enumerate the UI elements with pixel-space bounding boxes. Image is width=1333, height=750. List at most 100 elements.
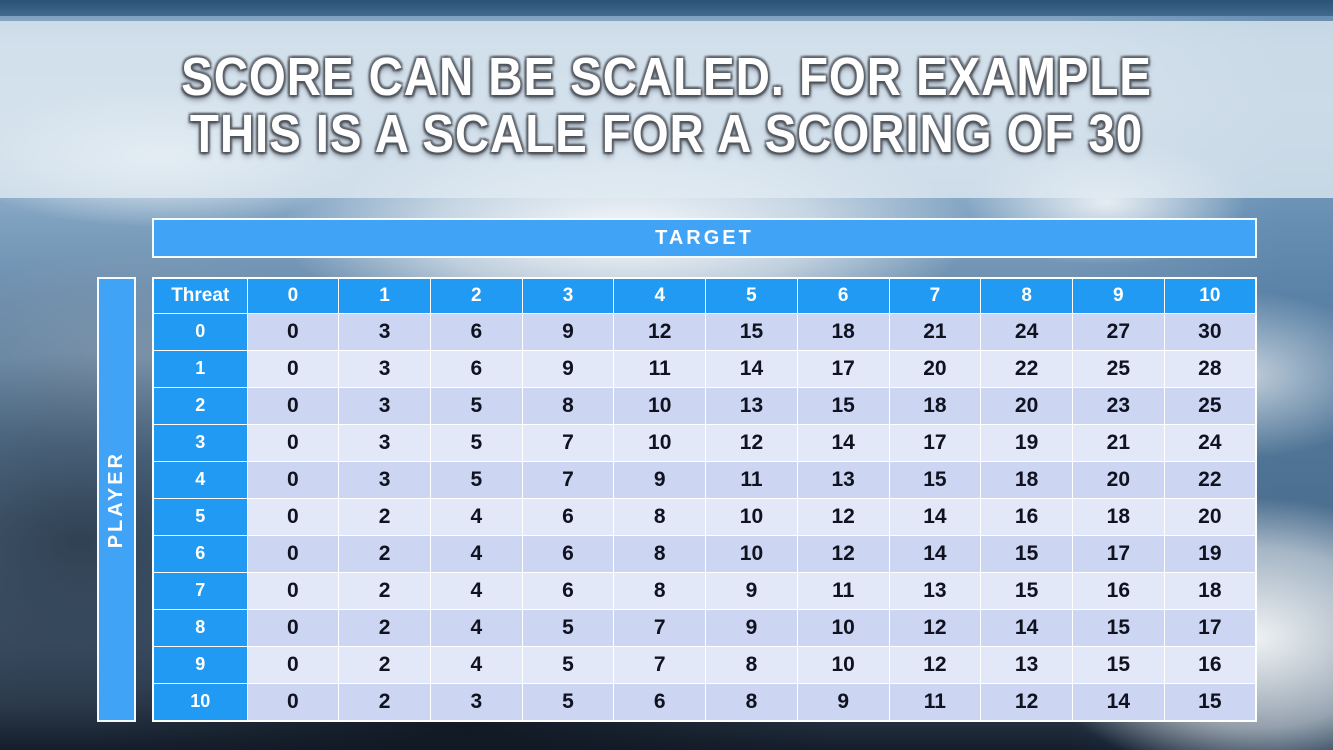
score-cell: 21 <box>888 312 982 351</box>
slide-title-line-1: SCORE CAN BE SCALED. FOR EXAMPLE <box>181 47 1152 107</box>
score-cell: 13 <box>705 386 798 425</box>
score-cell: 7 <box>613 608 707 647</box>
threat-corner-label: Threat <box>152 277 248 314</box>
score-cell: 16 <box>1071 571 1165 610</box>
score-cell: 19 <box>980 423 1073 462</box>
title-band <box>0 21 1333 198</box>
score-cell: 10 <box>705 497 798 536</box>
score-table: Threat 0 1 2 3 4 5 6 7 8 9 10 0 0 3 6 9 12 15 18 21 24 27 30 1 0… <box>152 277 1257 722</box>
score-cell: 8 <box>613 571 707 610</box>
score-cell: 0 <box>246 460 340 499</box>
score-cell: 15 <box>1163 682 1257 722</box>
score-cell: 8 <box>521 386 615 425</box>
score-cell: 2 <box>338 608 431 647</box>
score-cell: 7 <box>613 645 707 684</box>
score-cell: 0 <box>246 386 340 425</box>
score-cell: 18 <box>980 460 1073 499</box>
score-cell: 17 <box>1071 534 1165 573</box>
header-row: Threat 0 1 2 3 4 5 6 7 8 9 10 <box>152 277 1257 314</box>
target-column-header: 0 <box>246 277 340 314</box>
score-cell: 12 <box>796 497 890 536</box>
score-cell: 9 <box>521 312 615 351</box>
score-cell: 28 <box>1163 349 1257 388</box>
score-cell: 4 <box>429 645 523 684</box>
score-cell: 13 <box>888 571 982 610</box>
score-cell: 0 <box>246 349 340 388</box>
score-cell: 21 <box>1071 423 1165 462</box>
score-cell: 10 <box>796 608 890 647</box>
score-cell: 6 <box>429 312 523 351</box>
score-cell: 8 <box>613 497 707 536</box>
score-cell: 3 <box>338 386 431 425</box>
score-cell: 2 <box>338 645 431 684</box>
score-cell: 13 <box>796 460 890 499</box>
score-cell: 5 <box>521 608 615 647</box>
score-cell: 6 <box>613 682 707 722</box>
score-cell: 3 <box>338 460 431 499</box>
score-cell: 15 <box>705 312 798 351</box>
score-cell: 24 <box>1163 423 1257 462</box>
score-cell: 30 <box>1163 312 1257 351</box>
score-cell: 9 <box>521 349 615 388</box>
score-cell: 12 <box>705 423 798 462</box>
target-label: TARGET <box>655 226 754 249</box>
score-cell: 14 <box>980 608 1073 647</box>
player-row-header: 3 <box>152 423 248 462</box>
score-cell: 4 <box>429 534 523 573</box>
score-cell: 3 <box>338 349 431 388</box>
score-cell: 24 <box>980 312 1073 351</box>
score-cell: 17 <box>888 423 982 462</box>
player-row-header: 9 <box>152 645 248 684</box>
score-cell: 23 <box>1071 386 1165 425</box>
score-cell: 8 <box>705 682 798 722</box>
score-cell: 4 <box>429 497 523 536</box>
table-row: 4 0 3 5 7 9 11 13 15 18 20 22 <box>152 460 1257 499</box>
slide-title: SCORE CAN BE SCALED. FOR EXAMPLE THIS IS… <box>80 49 1253 163</box>
player-row-header: 8 <box>152 608 248 647</box>
table-row: 7 0 2 4 6 8 9 11 13 15 16 18 <box>152 571 1257 610</box>
score-cell: 2 <box>338 682 431 722</box>
score-cell: 22 <box>1163 460 1257 499</box>
target-column-header: 6 <box>796 277 890 314</box>
table-row: 6 0 2 4 6 8 10 12 14 15 17 19 <box>152 534 1257 573</box>
score-cell: 22 <box>980 349 1073 388</box>
score-cell: 6 <box>521 571 615 610</box>
score-cell: 0 <box>246 682 340 722</box>
score-cell: 2 <box>338 534 431 573</box>
score-cell: 10 <box>705 534 798 573</box>
score-cell: 18 <box>1163 571 1257 610</box>
score-cell: 0 <box>246 571 340 610</box>
target-column-header: 4 <box>613 277 707 314</box>
score-cell: 4 <box>429 571 523 610</box>
score-cell: 0 <box>246 608 340 647</box>
score-cell: 6 <box>429 349 523 388</box>
target-column-header: 10 <box>1163 277 1257 314</box>
score-cell: 17 <box>796 349 890 388</box>
score-cell: 5 <box>521 645 615 684</box>
score-cell: 15 <box>980 571 1073 610</box>
table-row: 10 0 2 3 5 6 8 9 11 12 14 15 <box>152 682 1257 722</box>
score-cell: 5 <box>429 460 523 499</box>
score-cell: 12 <box>796 534 890 573</box>
score-cell: 0 <box>246 534 340 573</box>
score-cell: 16 <box>1163 645 1257 684</box>
score-cell: 16 <box>980 497 1073 536</box>
score-cell: 15 <box>1071 608 1165 647</box>
score-cell: 3 <box>338 312 431 351</box>
score-cell: 9 <box>705 571 798 610</box>
score-cell: 9 <box>796 682 890 722</box>
table-row: 8 0 2 4 5 7 9 10 12 14 15 17 <box>152 608 1257 647</box>
score-cell: 20 <box>1163 497 1257 536</box>
target-column-header: 3 <box>521 277 615 314</box>
score-cell: 19 <box>1163 534 1257 573</box>
table-row: 0 0 3 6 9 12 15 18 21 24 27 30 <box>152 312 1257 351</box>
score-cell: 18 <box>888 386 982 425</box>
target-column-header: 7 <box>888 277 982 314</box>
top-accent-strip <box>0 0 1333 16</box>
player-row-header: 5 <box>152 497 248 536</box>
score-table-head: Threat 0 1 2 3 4 5 6 7 8 9 10 <box>152 277 1257 314</box>
score-cell: 2 <box>338 497 431 536</box>
player-row-header: 7 <box>152 571 248 610</box>
score-cell: 5 <box>521 682 615 722</box>
score-cell: 25 <box>1163 386 1257 425</box>
